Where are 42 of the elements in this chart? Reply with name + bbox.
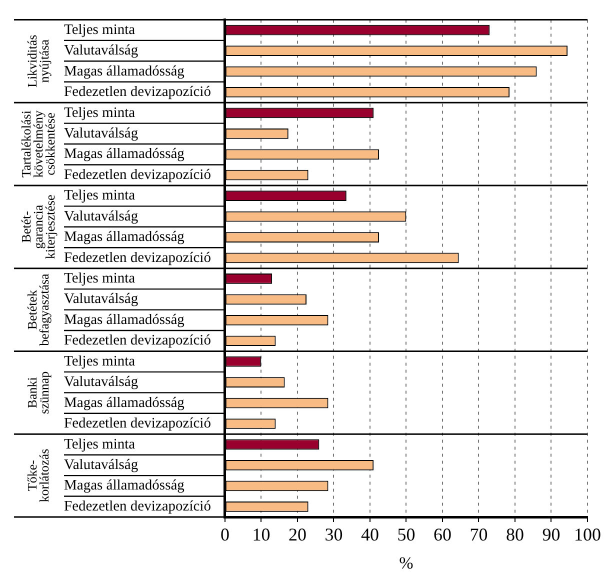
x-tick-label: 50: [397, 524, 416, 545]
y-tick-label: Fedezetlen devizapozíció: [64, 250, 211, 266]
x-tick-label: 90: [542, 524, 560, 545]
x-tick-label: 30: [324, 524, 343, 545]
y-tick-label: Fedezetlen devizapozíció: [64, 332, 211, 349]
y-tick-label: Magas államadósság: [64, 394, 184, 411]
x-tick-label: 70: [470, 524, 488, 545]
y-tick-label: Fedezetlen devizapozíció: [64, 84, 211, 100]
text: Tartalékolási követelmény csökkentése: [18, 110, 58, 178]
y-tick-label: Magas államadósság: [64, 478, 184, 494]
y-tick-label: Magas államadósság: [64, 312, 184, 328]
x-tick-label: 80: [506, 524, 524, 545]
x-tick-label: 10: [252, 524, 270, 545]
y-tick-label: Magas államadósság: [64, 63, 184, 80]
y-tick-label: Teljes minta: [64, 22, 136, 38]
y-tick-label: Valutaválság: [64, 208, 138, 224]
y-tick-label: Teljes minta: [64, 436, 136, 452]
y-tick-label: Magas államadósság: [64, 229, 184, 246]
y-tick-label: Valutaválság: [64, 42, 138, 59]
x-axis-title: %: [399, 553, 414, 572]
x-tick-label: 20: [288, 524, 306, 545]
y-tick-label: Teljes minta: [64, 188, 136, 204]
y-tick-label: Fedezetlen devizapozíció: [64, 498, 211, 514]
x-tick-label: 0: [220, 524, 230, 545]
y-tick-label: Teljes minta: [64, 353, 136, 370]
x-tick-label: 40: [360, 524, 379, 545]
x-tick-label: 100: [574, 524, 601, 545]
y-tick-label: Fedezetlen devizapozíció: [64, 166, 211, 183]
y-tick-label: Valutaválság: [64, 291, 138, 308]
y-tick-label: Valutaválság: [64, 374, 138, 390]
y-tick-label: Valutaválság: [64, 125, 138, 142]
text: Banki szünnap: [24, 371, 52, 414]
y-tick-label: Valutaválság: [64, 457, 138, 474]
text: Tőke-korlátozás: [24, 448, 52, 502]
text: Likviditás nyújtása: [24, 34, 52, 88]
x-tick-label: 60: [433, 524, 452, 545]
text: Betétek befagyasztása: [24, 273, 52, 346]
y-tick-label: Teljes minta: [64, 104, 136, 121]
y-tick-label: Teljes minta: [64, 270, 136, 287]
y-tick-label: Magas államadósság: [64, 146, 184, 162]
text: Betét-garancia kiterjesztése: [18, 194, 58, 260]
y-tick-label: Fedezetlen devizapozíció: [64, 416, 211, 432]
